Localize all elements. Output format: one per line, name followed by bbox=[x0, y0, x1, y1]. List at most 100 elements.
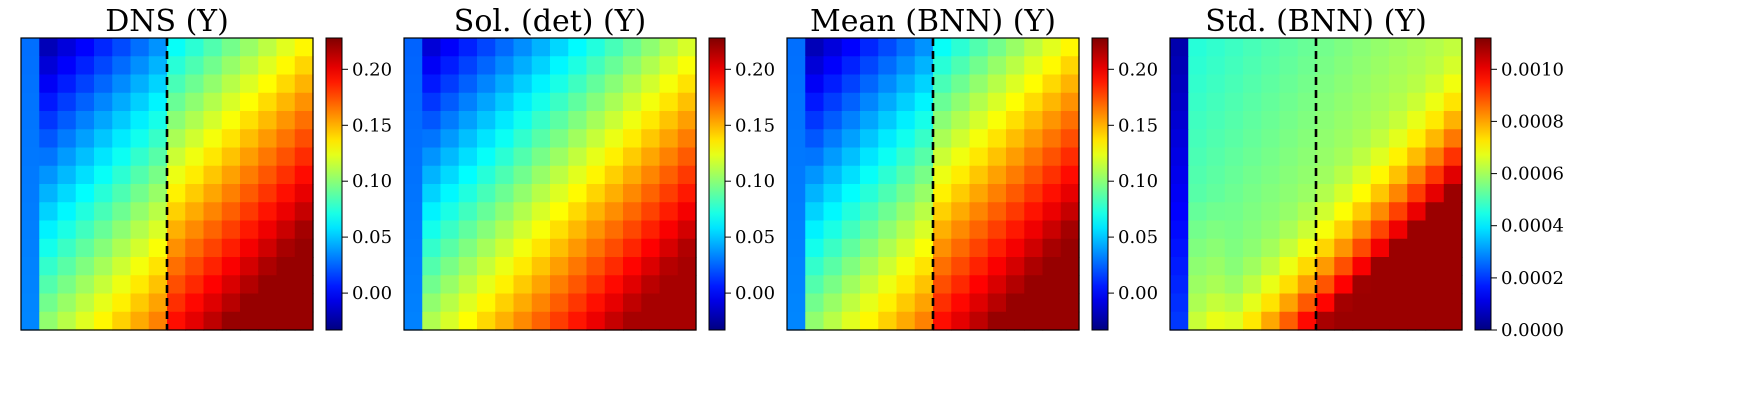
heatmap-cell bbox=[1443, 147, 1463, 167]
heatmap-cell bbox=[130, 275, 150, 295]
heatmap-cell bbox=[623, 238, 642, 258]
heatmap-cell bbox=[878, 129, 898, 149]
heatmap-cell bbox=[1243, 311, 1262, 331]
heatmap-cell bbox=[1006, 165, 1025, 185]
heatmap-cell bbox=[94, 74, 113, 94]
heatmap-cell bbox=[294, 238, 314, 258]
heatmap-cell bbox=[39, 311, 59, 331]
heatmap-cell bbox=[623, 147, 642, 167]
heatmap-cell bbox=[440, 275, 460, 295]
heatmap-cell bbox=[878, 92, 898, 112]
heatmap-cell bbox=[294, 184, 314, 203]
heatmap-cell bbox=[914, 92, 934, 112]
heatmap-cell bbox=[1224, 74, 1244, 94]
heatmap-cell bbox=[39, 293, 59, 313]
heatmap-cell bbox=[1443, 184, 1463, 203]
heatmap-cell bbox=[1261, 293, 1281, 313]
heatmap-cell bbox=[276, 147, 296, 167]
heatmap-cell bbox=[276, 129, 296, 149]
heatmap-cell bbox=[860, 111, 879, 130]
heatmap-cell bbox=[422, 275, 442, 295]
heatmap-cell bbox=[75, 202, 95, 222]
heatmap-cell bbox=[568, 184, 588, 203]
heatmap-cell bbox=[586, 129, 606, 149]
heatmap-cell bbox=[167, 238, 186, 258]
heatmap-cell bbox=[531, 293, 551, 313]
heatmap-cell bbox=[1316, 184, 1335, 203]
heatmap-cell bbox=[167, 38, 186, 57]
heatmap-cell bbox=[258, 111, 278, 130]
heatmap-cell bbox=[1024, 238, 1044, 258]
heatmap-cell bbox=[39, 165, 59, 185]
heatmap-cell bbox=[659, 293, 679, 313]
heatmap-cell bbox=[221, 184, 241, 203]
heatmap-cell bbox=[240, 257, 259, 276]
heatmap-cell bbox=[404, 129, 423, 149]
heatmap-cell bbox=[39, 56, 59, 76]
heatmap-cell bbox=[623, 311, 642, 331]
heatmap-cell bbox=[933, 311, 952, 331]
heatmap-cell bbox=[258, 311, 278, 331]
heatmap-cell bbox=[1334, 147, 1354, 167]
heatmap-cell bbox=[969, 257, 989, 276]
heatmap-cell bbox=[896, 311, 916, 331]
heatmap-cell bbox=[1279, 111, 1299, 130]
colorbar-tick-label: 0.10 bbox=[1118, 171, 1158, 192]
heatmap-cell bbox=[823, 38, 843, 57]
heatmap-cell bbox=[1316, 129, 1335, 149]
heatmap-cell bbox=[969, 74, 989, 94]
heatmap-cell bbox=[458, 184, 478, 203]
heatmap-cell bbox=[495, 147, 515, 167]
heatmap-cell bbox=[531, 111, 551, 130]
heatmap-cell bbox=[294, 129, 314, 149]
heatmap-cell bbox=[203, 129, 223, 149]
heatmap-cell bbox=[914, 165, 934, 185]
heatmap-cell bbox=[896, 257, 916, 276]
heatmap-cell bbox=[185, 238, 205, 258]
heatmap-cell bbox=[21, 275, 40, 295]
heatmap-cell bbox=[440, 111, 460, 130]
heatmap-cell bbox=[513, 74, 533, 94]
heatmap-cells bbox=[404, 38, 697, 331]
heatmap-cell bbox=[1370, 56, 1390, 76]
heatmap-cell bbox=[203, 147, 223, 167]
heatmap-cell bbox=[1316, 220, 1335, 240]
panel-3: Mean (BNN) (Y) 0.00 0.05 0.10 0.15 0.20 bbox=[786, 4, 1158, 331]
heatmap-cell bbox=[1024, 92, 1044, 112]
heatmap-cell bbox=[276, 56, 296, 76]
heatmap-cell bbox=[1188, 165, 1208, 185]
heatmap-cell bbox=[1443, 257, 1463, 276]
heatmap-cell bbox=[21, 257, 40, 276]
heatmap-cell bbox=[276, 220, 296, 240]
heatmap-cell bbox=[495, 38, 515, 57]
heatmap-cell bbox=[1297, 56, 1317, 76]
heatmap-cell bbox=[112, 165, 132, 185]
heatmap-cell bbox=[21, 165, 40, 185]
heatmap-cell bbox=[39, 147, 59, 167]
heatmap-cell bbox=[495, 184, 515, 203]
heatmap-cell bbox=[1297, 311, 1317, 331]
heatmap-cell bbox=[969, 311, 989, 331]
heatmap-cell bbox=[477, 92, 496, 112]
colorbar-tick-label: 0.05 bbox=[735, 227, 775, 248]
heatmap-cell bbox=[933, 293, 952, 313]
heatmap-cell bbox=[878, 293, 898, 313]
heatmap-cell bbox=[440, 56, 460, 76]
heatmap-cell bbox=[203, 56, 223, 76]
heatmap-cell bbox=[1188, 74, 1208, 94]
heatmap-cell bbox=[1042, 74, 1062, 94]
heatmap-cell bbox=[458, 92, 478, 112]
heatmap-cell bbox=[841, 56, 861, 76]
heatmap-cell bbox=[987, 38, 1007, 57]
heatmap-cell bbox=[823, 238, 843, 258]
heatmap-cell bbox=[896, 147, 916, 167]
colorbar-tick-label: 0.0008 bbox=[1501, 111, 1564, 132]
heatmap-cell bbox=[94, 38, 113, 57]
heatmap-cell bbox=[148, 147, 168, 167]
heatmap-cell bbox=[112, 56, 132, 76]
heatmap-cell bbox=[1443, 293, 1463, 313]
heatmap-cell bbox=[440, 165, 460, 185]
heatmap-cell bbox=[1279, 275, 1299, 295]
heatmap-cell bbox=[805, 220, 825, 240]
heatmap-cell bbox=[1297, 74, 1317, 94]
